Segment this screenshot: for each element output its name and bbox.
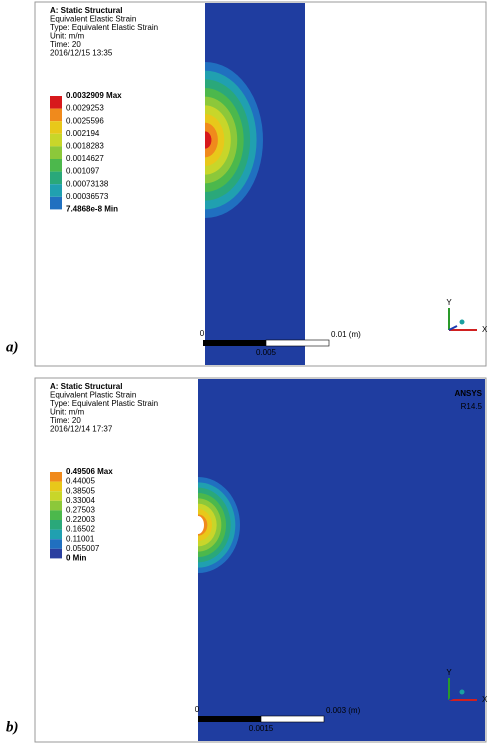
- legend-swatch: [50, 197, 62, 210]
- axis-x-label: X: [482, 695, 488, 704]
- legend-swatch: [50, 472, 62, 482]
- legend-swatch: [50, 549, 62, 559]
- legend-swatch: [50, 501, 62, 511]
- legend-label: 0.0014627: [66, 154, 104, 163]
- legend-label: 0.27503: [66, 506, 95, 515]
- legend-swatch: [50, 172, 62, 185]
- scale-bar-black: [203, 340, 266, 346]
- scale-end: 0.01 (m): [331, 330, 361, 339]
- legend-swatch: [50, 159, 62, 172]
- legend-label: 0.001097: [66, 167, 100, 176]
- logo: ANSYS: [454, 389, 482, 398]
- legend-label: 0.00073138: [66, 179, 109, 188]
- legend-swatch: [50, 539, 62, 549]
- legend-swatch: [50, 530, 62, 540]
- legend-label: 0.49506 Max: [66, 467, 113, 476]
- legend-label: 0.22003: [66, 515, 95, 524]
- legend-swatch: [50, 96, 62, 109]
- header-line: 2016/12/14 17:37: [50, 425, 113, 434]
- scale-bar-white: [266, 340, 329, 346]
- legend-label: 0.0025596: [66, 116, 104, 125]
- legend-label: 0.38505: [66, 486, 95, 495]
- model-region: [198, 379, 485, 741]
- legend-label: 0.0018283: [66, 142, 104, 151]
- scale-mid: 0.0015: [249, 724, 274, 733]
- legend-label: 0.44005: [66, 477, 95, 486]
- figure: A: Static StructuralEquivalent Elastic S…: [0, 0, 488, 744]
- legend-swatch: [50, 491, 62, 501]
- legend-label: 0.33004: [66, 496, 95, 505]
- scale-zero: 0: [200, 329, 205, 338]
- legend-label: 0.11001: [66, 534, 95, 543]
- legend-label: 0.055007: [66, 544, 100, 553]
- legend-label: 0.0032909 Max: [66, 91, 122, 100]
- legend-swatch: [50, 482, 62, 492]
- legend-label: 0.002194: [66, 129, 100, 138]
- legend-swatch: [50, 121, 62, 134]
- scale-end: 0.003 (m): [326, 706, 361, 715]
- scale-zero: 0: [195, 705, 200, 714]
- legend-label: 7.4868e-8 Min: [66, 205, 118, 214]
- header-line: 2016/12/15 13:35: [50, 49, 113, 58]
- axis-dot: [460, 320, 465, 325]
- legend-swatch: [50, 184, 62, 197]
- panel-label: b): [6, 719, 19, 735]
- axis-y-label: Y: [446, 668, 452, 677]
- logo-version: R14.5: [461, 402, 483, 411]
- legend-swatch: [50, 146, 62, 159]
- scale-bar-white: [261, 716, 324, 722]
- axis-x-label: X: [482, 325, 488, 334]
- axis-dot: [460, 690, 465, 695]
- legend-label: 0.0029253: [66, 104, 104, 113]
- axis-y-label: Y: [446, 298, 452, 307]
- scale-mid: 0.005: [256, 348, 277, 357]
- legend-swatch: [50, 520, 62, 530]
- legend-swatch: [50, 134, 62, 147]
- legend-swatch: [50, 510, 62, 520]
- legend-label: 0.00036573: [66, 192, 109, 201]
- legend-label: 0.16502: [66, 525, 95, 534]
- panel-label: a): [6, 339, 19, 355]
- scale-bar-black: [198, 716, 261, 722]
- legend-label: 0 Min: [66, 554, 87, 563]
- legend-swatch: [50, 109, 62, 122]
